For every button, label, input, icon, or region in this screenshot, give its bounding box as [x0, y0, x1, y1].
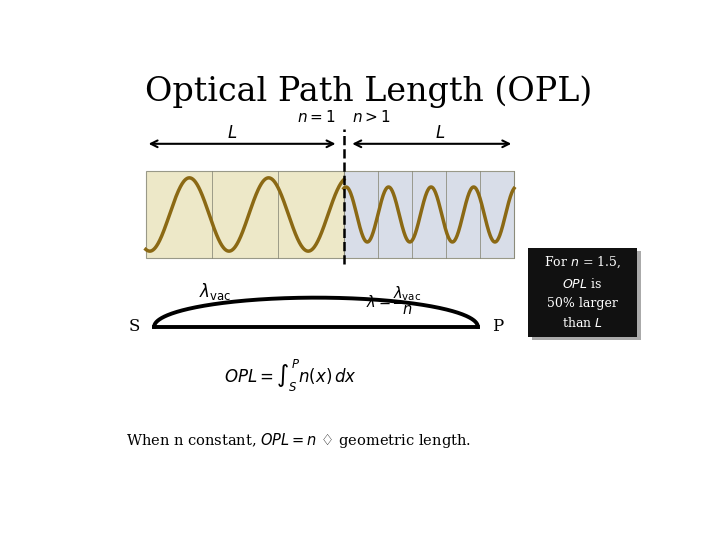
Text: $n=1$: $n=1$	[297, 109, 336, 125]
Bar	[532, 251, 641, 340]
Text: S: S	[129, 318, 140, 335]
Text: $n>1$: $n>1$	[352, 109, 391, 125]
Text: P: P	[492, 318, 503, 335]
Text: $L$: $L$	[435, 125, 445, 141]
Text: $L$: $L$	[228, 125, 238, 141]
Text: $OPL = \int_S^P n(x)\,dx$: $OPL = \int_S^P n(x)\,dx$	[225, 358, 357, 394]
Text: Optical Path Length (OPL): Optical Path Length (OPL)	[145, 75, 593, 108]
Text: For $n$ = 1.5,
$OPL$ is
50% larger
than $L$: For $n$ = 1.5, $OPL$ is 50% larger than …	[544, 255, 621, 330]
Bar	[145, 171, 344, 258]
Text: $\lambda = \dfrac{\lambda_{\mathrm{vac}}}{n}$: $\lambda = \dfrac{\lambda_{\mathrm{vac}}…	[366, 285, 423, 318]
Bar	[344, 171, 514, 258]
Bar	[528, 248, 636, 337]
Text: When n constant, $OPL = n\ \diamondsuit$ geometric length.: When n constant, $OPL = n\ \diamondsuit$…	[126, 431, 471, 450]
Text: $\lambda_{\mathrm{vac}}$: $\lambda_{\mathrm{vac}}$	[199, 281, 231, 302]
